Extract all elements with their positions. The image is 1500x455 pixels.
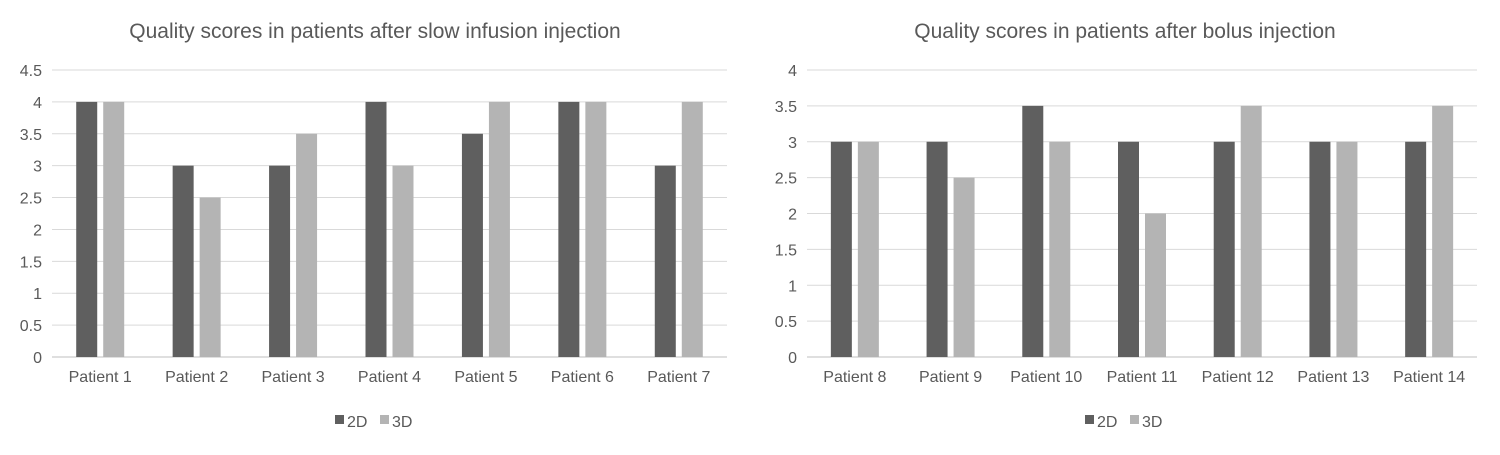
bar-3d-patient-3 [296, 133, 318, 357]
x-tick-label: Patient 11 [1107, 369, 1178, 386]
y-tick-label: 1 [788, 278, 797, 295]
bar-3d-patient-2 [199, 197, 221, 357]
legend-label-2d: 2D [347, 414, 367, 431]
y-tick-label: 3.5 [20, 127, 42, 144]
y-tick-label: 2.5 [775, 171, 797, 188]
x-tick-label: Patient 4 [358, 369, 421, 386]
y-tick-label: 4.5 [20, 63, 42, 80]
bar-3d-patient-14 [1432, 105, 1454, 357]
chart-title: Quality scores in patients after slow in… [129, 20, 620, 43]
y-tick-label: 0 [788, 350, 797, 367]
bar-3d-patient-4 [392, 165, 414, 357]
bar-3d-patient-5 [488, 101, 510, 357]
bar-2d-patient-10 [1022, 105, 1044, 357]
y-tick-label: 4 [33, 95, 42, 112]
x-tick-label: Patient 10 [1010, 369, 1082, 386]
bar-2d-patient-3 [269, 165, 291, 357]
bar-2d-patient-5 [461, 133, 483, 357]
y-tick-label: 4 [788, 63, 797, 80]
bar-3d-patient-13 [1336, 141, 1358, 357]
x-tick-label: Patient 9 [919, 369, 982, 386]
chart-title: Quality scores in patients after bolus i… [914, 20, 1335, 43]
legend-swatch-3d [380, 415, 389, 424]
y-tick-label: 0.5 [775, 314, 797, 331]
bar-2d-patient-1 [76, 101, 98, 357]
bar-3d-patient-6 [585, 101, 607, 357]
y-tick-label: 3.5 [775, 99, 797, 116]
bar-2d-patient-14 [1405, 141, 1427, 357]
bar-3d-patient-12 [1240, 105, 1262, 357]
y-tick-label: 0.5 [20, 318, 42, 335]
legend-swatch-2d [335, 415, 344, 424]
y-tick-label: 2 [788, 207, 797, 224]
bar-3d-patient-1 [103, 101, 125, 357]
x-tick-label: Patient 6 [551, 369, 614, 386]
legend: 2D 3D [335, 414, 412, 431]
y-tick-label: 3 [788, 135, 797, 152]
x-tick-label: Patient 14 [1393, 369, 1465, 386]
y-tick-label: 0 [33, 350, 42, 367]
bar-3d-patient-9 [953, 177, 975, 357]
y-tick-label: 3 [33, 159, 42, 176]
legend-label-2d: 2D [1097, 414, 1117, 431]
bar-2d-patient-13 [1309, 141, 1331, 357]
y-tick-label: 2 [33, 222, 42, 239]
legend-label-3d: 3D [1142, 414, 1162, 431]
legend-label-3d: 3D [392, 414, 412, 431]
chart-1: Quality scores in patients after slow in… [20, 20, 727, 431]
x-tick-label: Patient 8 [823, 369, 886, 386]
legend-swatch-2d [1085, 415, 1094, 424]
bar-2d-patient-6 [558, 101, 580, 357]
bar-3d-patient-7 [681, 101, 703, 357]
bar-2d-patient-2 [172, 165, 194, 357]
y-tick-label: 1 [33, 286, 42, 303]
x-tick-label: Patient 7 [647, 369, 710, 386]
bar-2d-patient-12 [1213, 141, 1235, 357]
bar-3d-patient-10 [1049, 141, 1071, 357]
x-tick-label: Patient 5 [454, 369, 517, 386]
legend-swatch-3d [1130, 415, 1139, 424]
bar-2d-patient-4 [365, 101, 387, 357]
bar-2d-patient-11 [1118, 141, 1139, 357]
y-tick-label: 2.5 [20, 191, 42, 208]
x-tick-label: Patient 1 [69, 369, 132, 386]
chart-2: Quality scores in patients after bolus i… [775, 20, 1477, 431]
bar-2d-patient-9 [926, 141, 948, 357]
x-tick-label: Patient 3 [261, 369, 324, 386]
x-tick-label: Patient 13 [1297, 369, 1369, 386]
y-tick-label: 1.5 [20, 254, 42, 271]
bar-2d-patient-8 [830, 141, 852, 357]
x-tick-label: Patient 2 [165, 369, 228, 386]
y-tick-label: 1.5 [775, 242, 797, 259]
bar-2d-patient-7 [654, 165, 676, 357]
bar-3d-patient-8 [857, 141, 879, 357]
bar-3d-patient-11 [1145, 213, 1166, 357]
legend: 2D 3D [1085, 414, 1162, 431]
x-tick-label: Patient 12 [1202, 369, 1274, 386]
